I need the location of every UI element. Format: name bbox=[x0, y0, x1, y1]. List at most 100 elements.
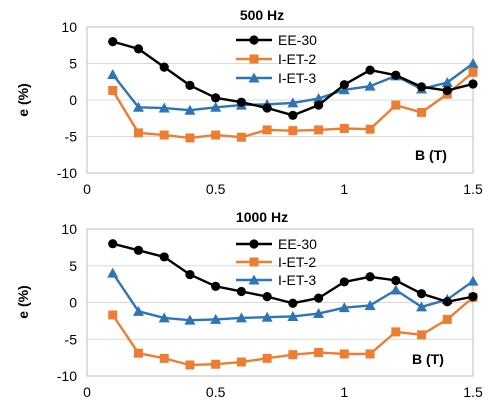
chart-title: 500 Hz bbox=[240, 7, 284, 23]
data-point bbox=[262, 103, 272, 113]
y-tick-label: -10 bbox=[57, 368, 77, 384]
data-point bbox=[262, 292, 272, 302]
data-point bbox=[468, 79, 478, 89]
data-point bbox=[390, 284, 402, 295]
legend-marker bbox=[249, 239, 259, 249]
data-point bbox=[133, 44, 144, 54]
data-point bbox=[132, 305, 144, 316]
data-point bbox=[236, 132, 246, 142]
data-point bbox=[288, 298, 298, 308]
data-point bbox=[185, 80, 195, 90]
data-point bbox=[416, 301, 428, 312]
data-point bbox=[108, 86, 118, 96]
data-point bbox=[210, 101, 222, 112]
data-point bbox=[261, 311, 273, 322]
data-point bbox=[107, 68, 119, 79]
data-point bbox=[159, 62, 169, 72]
chart-panel-2: 10 5 0 -5 -10 0 0.5 1 1.5 1000 Hz B (T) e (%) EE-30 I… bbox=[15, 209, 483, 400]
legend: EE-30 I-ET-2 I-ET-3 bbox=[236, 236, 317, 288]
data-point bbox=[313, 93, 325, 104]
data-point bbox=[416, 289, 427, 299]
data-point bbox=[365, 272, 375, 282]
data-point bbox=[262, 353, 272, 363]
data-point bbox=[236, 97, 246, 107]
data-point bbox=[467, 275, 479, 286]
data-point bbox=[185, 269, 195, 280]
data-point bbox=[442, 85, 452, 96]
x-tick-label: 1 bbox=[340, 181, 348, 197]
data-point bbox=[108, 239, 118, 249]
data-point bbox=[262, 125, 272, 135]
series-I-ET-2 bbox=[108, 292, 478, 370]
data-point bbox=[133, 128, 143, 138]
data-point bbox=[158, 312, 170, 323]
data-point bbox=[184, 314, 196, 325]
y-tick-label: -5 bbox=[65, 331, 78, 347]
data-point bbox=[236, 357, 246, 367]
data-point bbox=[467, 58, 479, 68]
data-point bbox=[339, 277, 349, 287]
y-axis-label: e (%) bbox=[15, 83, 31, 116]
legend-label: I-ET-2 bbox=[278, 254, 316, 270]
data-point bbox=[211, 359, 221, 369]
data-point bbox=[417, 107, 427, 117]
data-point bbox=[108, 310, 118, 320]
series-EE-30 bbox=[108, 37, 478, 120]
legend-label: EE-30 bbox=[278, 32, 317, 48]
data-point bbox=[441, 76, 453, 87]
y-tick-label: 0 bbox=[69, 295, 77, 311]
data-point bbox=[391, 70, 401, 80]
data-point bbox=[287, 310, 299, 321]
data-point bbox=[185, 133, 195, 143]
data-point bbox=[391, 327, 401, 337]
plot-area-border bbox=[86, 26, 474, 174]
y-axis-label: e (%) bbox=[15, 285, 31, 318]
data-point bbox=[364, 299, 376, 310]
data-point bbox=[313, 308, 325, 319]
data-point bbox=[184, 104, 196, 115]
data-point bbox=[211, 93, 221, 103]
x-tick-label: 0.5 bbox=[206, 384, 226, 400]
data-point bbox=[185, 360, 195, 370]
data-point bbox=[391, 100, 401, 110]
data-point bbox=[365, 65, 375, 75]
data-point bbox=[132, 101, 144, 112]
data-point bbox=[288, 110, 298, 120]
data-point bbox=[314, 125, 324, 135]
data-point bbox=[314, 347, 324, 357]
data-point bbox=[417, 330, 427, 340]
data-point bbox=[211, 130, 221, 140]
data-point bbox=[133, 245, 144, 255]
data-point bbox=[365, 349, 375, 359]
legend-marker bbox=[249, 54, 259, 64]
data-point bbox=[159, 353, 169, 363]
x-tick-label: 0.5 bbox=[206, 181, 226, 197]
data-point bbox=[416, 82, 427, 92]
legend-marker bbox=[249, 35, 259, 45]
data-point bbox=[158, 102, 170, 113]
y-tick-label: -5 bbox=[65, 129, 78, 145]
data-point bbox=[288, 350, 298, 360]
x-tick-label: 0 bbox=[83, 181, 91, 197]
x-tick-label: 1.5 bbox=[463, 181, 483, 197]
legend-label: I-ET-3 bbox=[278, 272, 316, 288]
data-point bbox=[107, 267, 119, 278]
data-point bbox=[338, 302, 350, 313]
y-tick-label: 10 bbox=[61, 19, 77, 35]
y-tick-label: -10 bbox=[57, 165, 77, 181]
legend-label: I-ET-3 bbox=[278, 70, 316, 86]
data-point bbox=[442, 297, 452, 307]
data-point bbox=[364, 80, 376, 91]
legend: EE-30 I-ET-2 I-ET-3 bbox=[236, 32, 317, 86]
data-point bbox=[391, 275, 401, 286]
data-point bbox=[314, 293, 324, 303]
data-point bbox=[236, 286, 246, 297]
x-tick-label: 1.5 bbox=[463, 384, 483, 400]
y-tick-label: 5 bbox=[69, 56, 77, 72]
data-point bbox=[339, 349, 349, 359]
data-point bbox=[468, 292, 478, 302]
legend-label: I-ET-2 bbox=[278, 51, 316, 67]
plot-area-border bbox=[86, 228, 474, 377]
